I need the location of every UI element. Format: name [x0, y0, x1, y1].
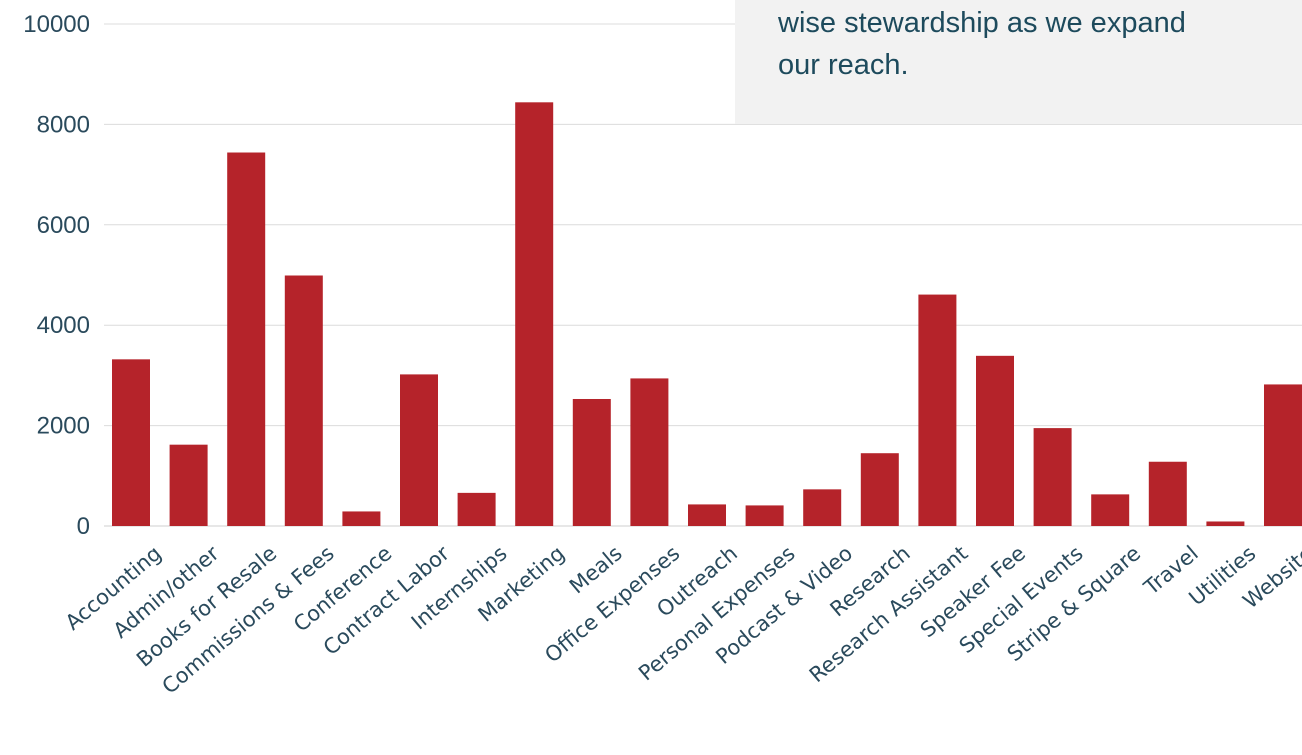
y-tick-label: 4000	[37, 312, 90, 339]
y-tick-label: 2000	[37, 413, 90, 440]
bar	[688, 504, 726, 526]
bar	[112, 359, 150, 526]
callout-line-2: our reach.	[778, 49, 909, 81]
bar	[860, 453, 899, 526]
bar	[227, 152, 266, 526]
bars	[112, 102, 1302, 526]
y-tick-label: 10000	[23, 11, 90, 38]
y-tick-label: 8000	[37, 111, 90, 138]
bar	[169, 444, 208, 526]
bar	[630, 378, 669, 526]
bar	[803, 489, 842, 526]
bar	[1264, 384, 1302, 526]
callout-line-1: wise stewardship as we expand	[778, 7, 1186, 39]
callout-box: wise stewardship as we expand our reach.	[735, 0, 1302, 124]
bar	[284, 275, 323, 526]
bar	[1033, 428, 1072, 526]
bar	[572, 398, 611, 526]
bar	[976, 355, 1014, 526]
bar	[745, 505, 784, 526]
bar	[515, 102, 554, 526]
bar	[1206, 521, 1245, 526]
y-axis-ticks: 0 2000 4000 6000 8000 10000	[23, 11, 90, 540]
bar	[1148, 461, 1187, 526]
bar	[457, 492, 496, 526]
y-tick-label: 6000	[37, 212, 90, 239]
y-tick-label: 0	[77, 513, 90, 540]
bar	[918, 294, 957, 526]
bar	[1091, 494, 1130, 526]
bar	[400, 374, 438, 526]
bar	[342, 511, 381, 526]
